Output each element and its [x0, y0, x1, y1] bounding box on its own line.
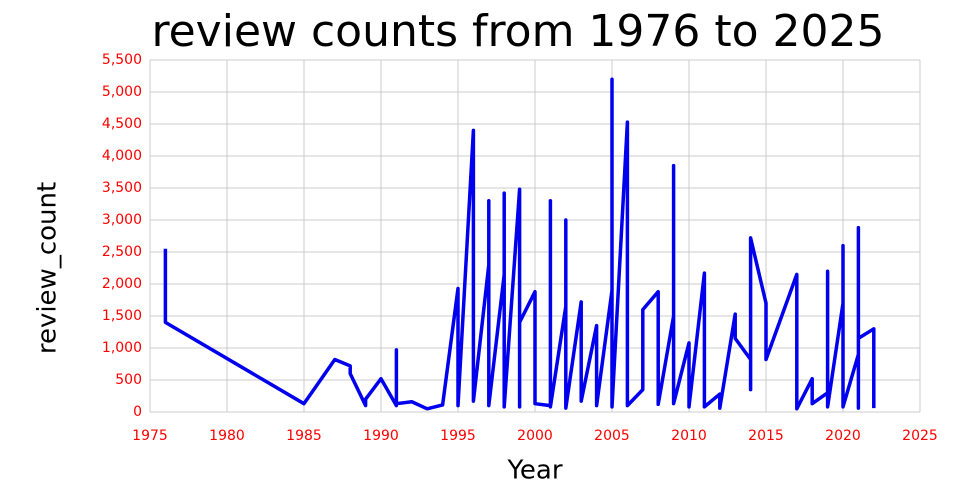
y-tick-label: 5,000 — [102, 84, 142, 100]
y-tick-label: 2,500 — [102, 244, 142, 260]
x-tick-label: 2000 — [517, 428, 553, 444]
y-tick-label: 0 — [133, 404, 142, 420]
x-tick-label: 2005 — [594, 428, 630, 444]
x-tick-label: 1975 — [132, 428, 168, 444]
y-tick-label: 3,000 — [102, 212, 142, 228]
x-tick-label: 1985 — [286, 428, 322, 444]
x-tick-label: 2015 — [748, 428, 784, 444]
x-tick-label: 2020 — [825, 428, 861, 444]
x-tick-label: 2010 — [671, 428, 707, 444]
y-axis-label: review_count — [33, 182, 63, 354]
x-tick-label: 1990 — [363, 428, 399, 444]
y-tick-label: 3,500 — [102, 180, 142, 196]
x-tick-label: 1995 — [440, 428, 476, 444]
y-tick-label: 1,500 — [102, 308, 142, 324]
y-tick-label: 2,000 — [102, 276, 142, 292]
x-axis-label: Year — [506, 456, 562, 486]
y-tick-label: 1,000 — [102, 340, 142, 356]
chart-title: review counts from 1976 to 2025 — [151, 6, 884, 57]
y-tick-label: 500 — [115, 372, 142, 388]
y-tick-label: 4,000 — [102, 148, 142, 164]
x-tick-label: 1980 — [209, 428, 245, 444]
x-tick-label: 2025 — [902, 428, 938, 444]
y-tick-label: 4,500 — [102, 116, 142, 132]
data-line — [163, 77, 876, 411]
y-tick-label: 5,500 — [102, 52, 142, 68]
